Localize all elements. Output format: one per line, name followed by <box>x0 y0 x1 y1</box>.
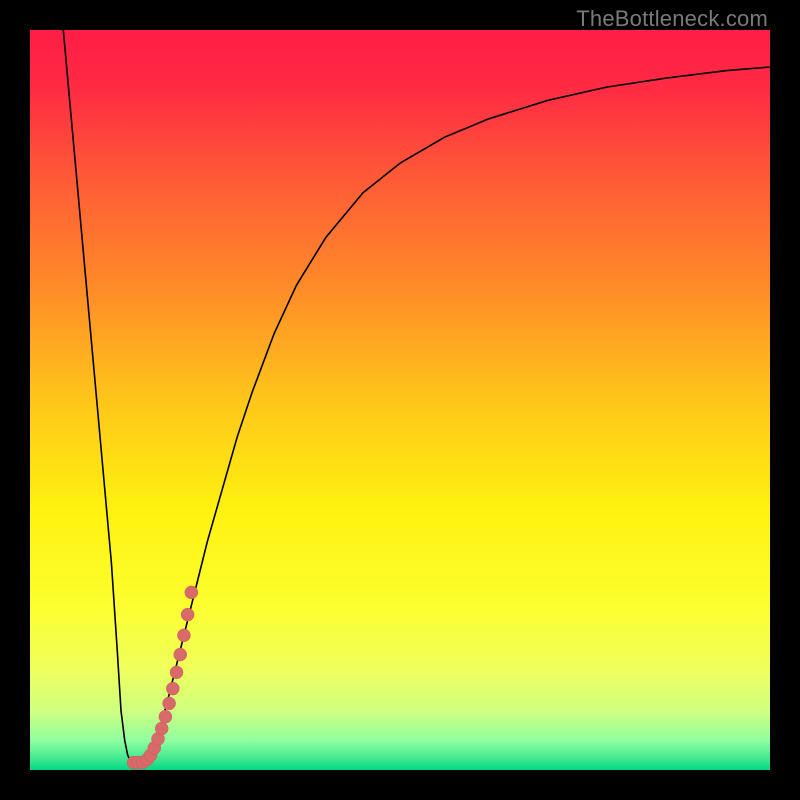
highlight-dot <box>155 722 168 735</box>
highlight-dot <box>181 608 194 621</box>
highlight-dot <box>177 629 190 642</box>
watermark-text: TheBottleneck.com <box>576 6 768 32</box>
chart-background <box>30 30 770 770</box>
highlight-dot <box>163 697 176 710</box>
bottleneck-chart <box>30 30 770 770</box>
highlight-dot <box>166 682 179 695</box>
highlight-dot <box>185 586 198 599</box>
chart-plot-area <box>30 30 770 770</box>
highlight-dot <box>170 666 183 679</box>
highlight-dot <box>159 710 172 723</box>
highlight-dot <box>174 648 187 661</box>
